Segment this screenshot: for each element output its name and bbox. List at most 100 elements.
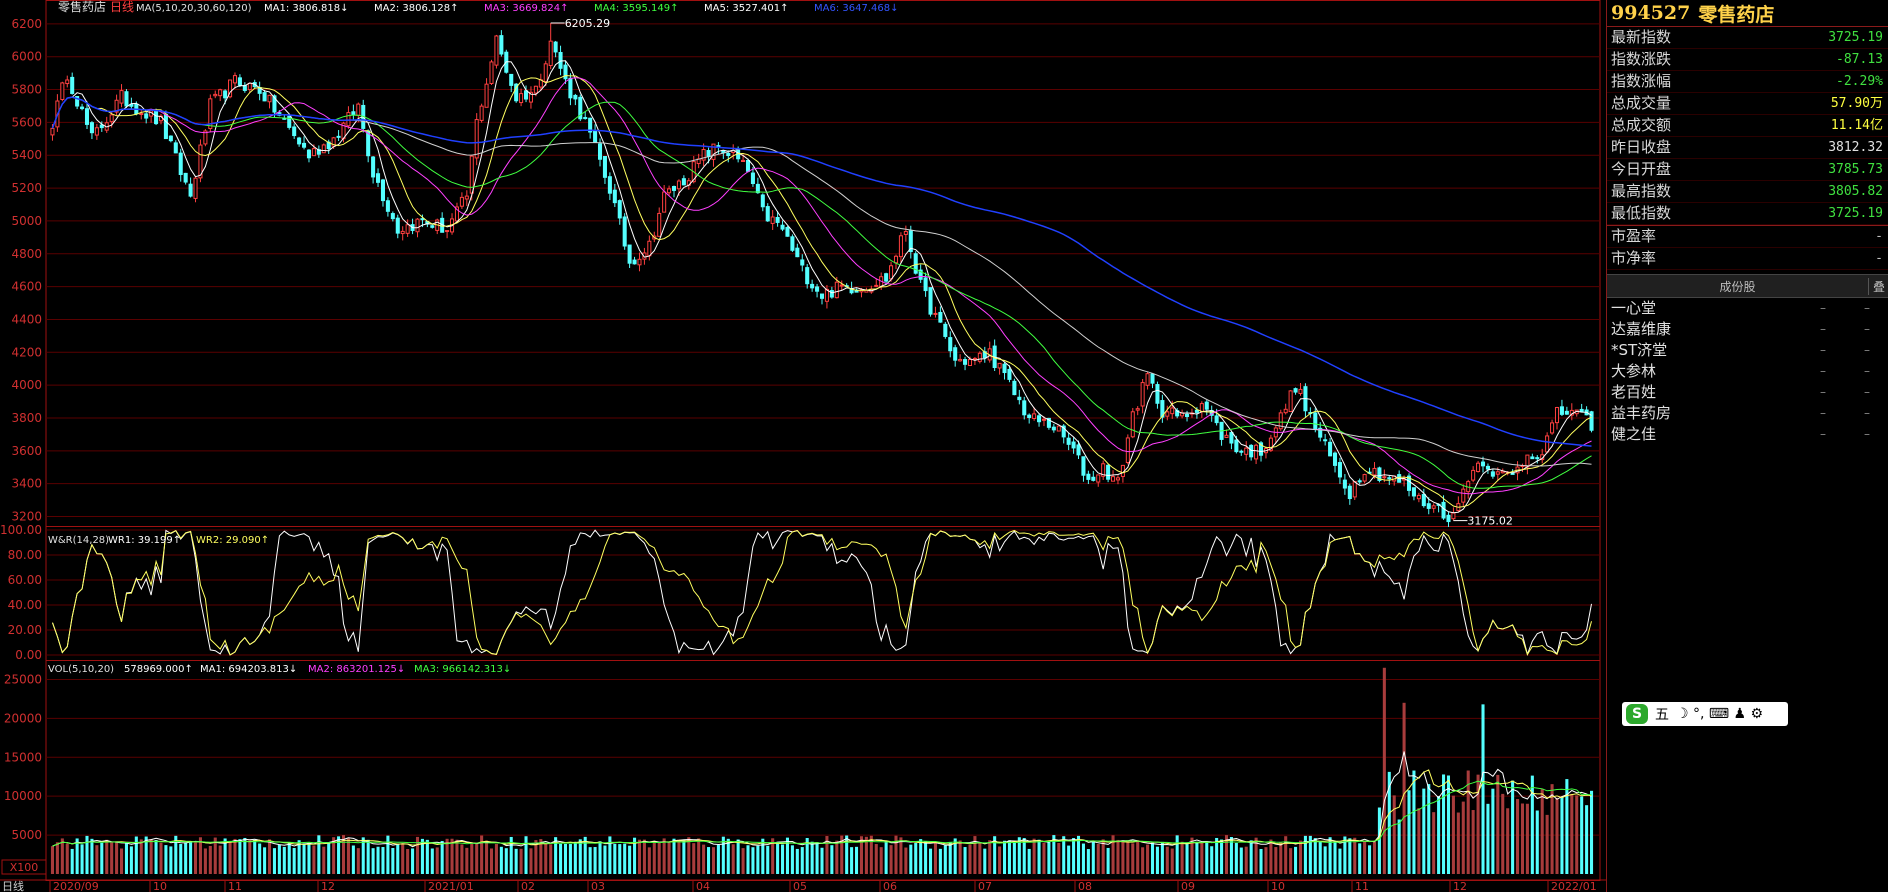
candle-body [1510,472,1515,475]
candle-body [405,224,410,234]
candle-body [711,143,716,160]
index-code: 994527 [1611,2,1691,24]
volume-bar [95,845,99,874]
candle-body [1406,475,1412,491]
vol-ma1-line [52,751,1592,848]
candle-body [1550,422,1555,434]
candle-body [1185,413,1190,418]
candle-body [627,244,632,264]
volume-bar [115,841,119,874]
component-row[interactable]: 老百姓 – – [1607,382,1888,403]
component-name[interactable]: *ST济堂 [1611,341,1668,359]
volume-bar [346,837,350,874]
price-axis-label: 4600 [11,280,42,294]
price-axis-label: 4000 [11,378,42,392]
date-axis-label: 07 [978,880,992,892]
candle-body [1589,411,1594,431]
component-name[interactable]: 益丰药房 [1611,404,1672,422]
volume-bar [1516,799,1520,874]
component-name[interactable]: 一心堂 [1611,299,1657,317]
sogou-logo-icon[interactable]: S [1626,704,1648,724]
volume-bar [1456,812,1460,874]
candle-body [351,111,356,116]
stat-label: 指数涨跌 [1611,50,1672,68]
component-name[interactable]: 大参林 [1611,362,1657,380]
component-row[interactable]: *ST济堂 – – [1607,340,1888,361]
volume-bar [1047,840,1051,874]
components-header[interactable]: 成份股 叠 [1607,274,1888,298]
volume-bar [554,837,558,874]
candle-body [297,137,302,145]
volume-bar [435,847,439,874]
price-axis-label: 5200 [11,181,42,195]
volume-bar [583,836,587,874]
component-name[interactable]: 健之佳 [1611,425,1657,443]
overlay-toggle[interactable]: 叠 [1868,277,1888,295]
volume-bar [1353,837,1357,874]
volume-bar [859,836,863,874]
volume-bar [810,841,814,874]
volume-bar [1451,795,1455,874]
volume-bar [1501,793,1505,874]
candle-body [528,91,533,103]
volume-bar [1106,847,1110,874]
volume-bar [529,848,533,874]
candle-body [967,358,973,366]
volume-bar [751,847,755,874]
candle-body [972,357,977,360]
component-row[interactable]: 大参林 – – [1607,361,1888,382]
component-value: – [1820,322,1826,336]
chart-name: 零售药店 [58,0,106,14]
volume-bar [1067,845,1071,874]
volume-bar [800,847,804,874]
candle-body [1051,426,1056,431]
candle-body [99,124,104,129]
component-name[interactable]: 老百姓 [1611,383,1657,401]
volume-bar [1530,775,1534,874]
candle-body [163,113,168,140]
volume-bar [1042,842,1046,874]
candle-body [1135,408,1140,411]
candlestick-chart[interactable]: 6200 6000 5800 5600 5400 5200 5000 4800 4600 4400… [0,0,1606,892]
component-row[interactable]: 健之佳 – – [1607,424,1888,445]
candle-body [484,83,489,108]
price-axis-label: 5800 [11,83,42,97]
candle-body [514,83,519,102]
candle-body [1377,467,1382,481]
volume-bar [351,845,355,874]
component-name[interactable]: 达嘉维康 [1611,320,1672,338]
volume-bar [159,842,163,874]
component-change: – [1864,385,1870,399]
volume-bar [149,839,153,874]
candle-body [1027,414,1032,418]
volume-bar [1180,841,1184,874]
volume-bar [406,849,410,874]
volume-bar [238,839,242,874]
volume-bar [519,848,523,874]
candle-body [948,337,953,352]
candle-body [1426,503,1431,509]
ime-toolbar[interactable]: S 五 ☽ °, ⌨ ♟ ⚙ [1622,702,1788,726]
volume-bar [420,838,424,874]
ime-tool-icons[interactable]: ☽ °, ⌨ ♟ ⚙ [1676,706,1764,722]
volume-bar [1417,808,1421,874]
price-axis-label: 6200 [11,17,42,31]
stat-label: 总成交量 [1611,94,1672,112]
candle-body [1165,411,1170,417]
price-axis-label: 4200 [11,345,42,359]
candle-body [1150,373,1155,384]
candle-body [193,177,198,199]
component-row[interactable]: 益丰药房 – – [1607,403,1888,424]
candle-body [884,273,889,282]
component-row[interactable]: 一心堂 – – [1607,298,1888,319]
stat-value: 57.90万 [1830,96,1883,111]
volume-bar [1491,788,1495,874]
wr1-value: WR1: 39.199↑ [108,535,181,546]
volume-bar [1155,846,1159,874]
ime-mode-label[interactable]: 五 [1655,707,1669,723]
component-row[interactable]: 达嘉维康 – – [1607,319,1888,340]
candle-body [1451,512,1456,520]
volume-bar [697,838,701,874]
candle-body [218,89,223,97]
volume-bar [1580,796,1584,874]
